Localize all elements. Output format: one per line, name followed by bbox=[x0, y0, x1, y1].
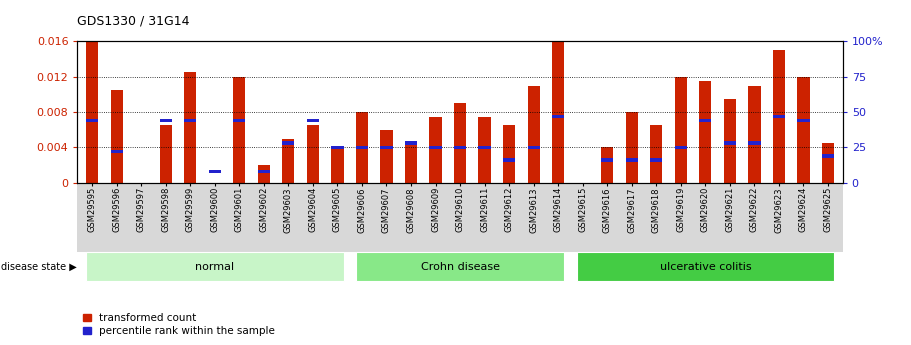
Bar bbox=[700, 81, 711, 183]
Bar bbox=[650, 158, 662, 162]
Bar bbox=[282, 139, 294, 183]
Bar bbox=[86, 119, 98, 122]
Bar bbox=[675, 77, 687, 183]
Bar bbox=[356, 112, 368, 183]
Bar bbox=[822, 154, 834, 158]
Bar bbox=[626, 112, 638, 183]
Text: GDS1330 / 31G14: GDS1330 / 31G14 bbox=[77, 14, 189, 28]
Bar bbox=[159, 119, 172, 122]
Bar bbox=[626, 158, 638, 162]
Bar bbox=[478, 117, 491, 183]
Bar bbox=[723, 99, 736, 183]
Bar bbox=[773, 50, 785, 183]
Bar bbox=[503, 125, 516, 183]
Bar bbox=[184, 119, 197, 122]
Bar bbox=[282, 141, 294, 145]
Bar bbox=[748, 86, 761, 183]
Bar bbox=[184, 72, 197, 183]
Bar bbox=[454, 103, 466, 183]
Bar bbox=[110, 150, 123, 154]
Bar bbox=[258, 170, 270, 173]
Bar bbox=[601, 158, 613, 162]
Bar bbox=[650, 125, 662, 183]
Bar bbox=[700, 119, 711, 122]
Text: ulcerative colitis: ulcerative colitis bbox=[660, 262, 752, 272]
Bar bbox=[381, 130, 393, 183]
Bar bbox=[209, 170, 220, 173]
Bar bbox=[822, 143, 834, 183]
Bar bbox=[159, 125, 172, 183]
Bar bbox=[552, 41, 564, 183]
Bar bbox=[503, 158, 516, 162]
Bar bbox=[332, 148, 343, 183]
Bar bbox=[258, 165, 270, 183]
Bar bbox=[675, 146, 687, 149]
Bar bbox=[307, 119, 319, 122]
Bar bbox=[332, 146, 343, 149]
Bar bbox=[797, 119, 810, 122]
Text: Crohn disease: Crohn disease bbox=[421, 262, 499, 272]
Text: disease state ▶: disease state ▶ bbox=[1, 262, 77, 272]
Bar bbox=[527, 86, 539, 183]
Bar bbox=[723, 141, 736, 145]
Bar bbox=[86, 41, 98, 183]
Bar bbox=[748, 141, 761, 145]
Legend: transformed count, percentile rank within the sample: transformed count, percentile rank withi… bbox=[83, 313, 275, 336]
Bar bbox=[429, 146, 442, 149]
Bar bbox=[233, 77, 245, 183]
Bar bbox=[356, 146, 368, 149]
Text: normal: normal bbox=[195, 262, 234, 272]
Bar bbox=[110, 90, 123, 183]
Bar bbox=[773, 115, 785, 118]
Bar bbox=[527, 146, 539, 149]
Bar bbox=[797, 77, 810, 183]
Bar bbox=[601, 148, 613, 183]
Bar bbox=[307, 125, 319, 183]
Bar bbox=[404, 141, 417, 145]
Bar bbox=[454, 146, 466, 149]
Bar bbox=[429, 117, 442, 183]
Bar bbox=[404, 143, 417, 183]
Bar bbox=[233, 119, 245, 122]
Bar bbox=[381, 146, 393, 149]
Bar bbox=[478, 146, 491, 149]
Bar bbox=[552, 115, 564, 118]
